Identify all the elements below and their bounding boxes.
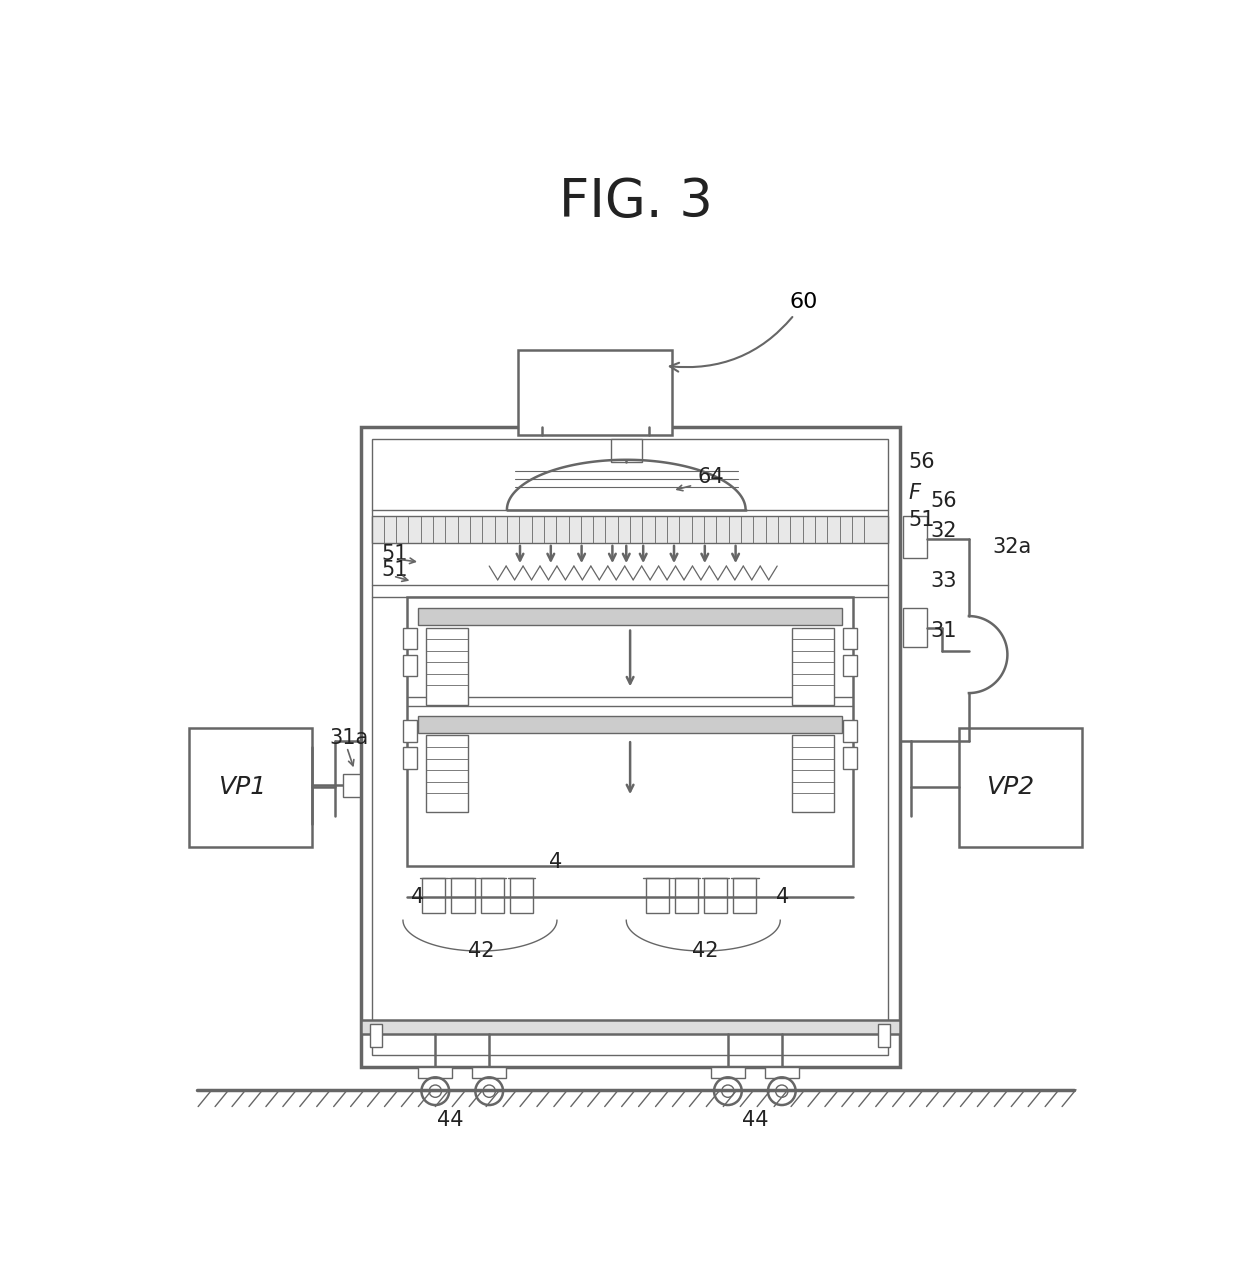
Bar bbox=[372, 516, 888, 543]
Bar bbox=[733, 878, 756, 913]
Bar bbox=[418, 609, 842, 625]
Text: VP1: VP1 bbox=[218, 776, 267, 799]
Text: 4: 4 bbox=[776, 887, 790, 907]
Text: 64: 64 bbox=[697, 467, 724, 488]
Bar bbox=[611, 439, 641, 462]
Text: 44: 44 bbox=[742, 1111, 768, 1130]
Bar bbox=[711, 1067, 745, 1079]
Bar bbox=[427, 736, 469, 813]
Bar bbox=[403, 655, 417, 677]
Bar bbox=[765, 1067, 799, 1079]
Bar bbox=[792, 628, 835, 705]
Bar bbox=[407, 597, 853, 867]
Text: 51: 51 bbox=[382, 560, 408, 580]
Text: 31: 31 bbox=[930, 621, 957, 642]
Bar bbox=[959, 728, 1083, 847]
Bar bbox=[427, 628, 469, 705]
Bar bbox=[188, 728, 312, 847]
Bar bbox=[904, 609, 926, 647]
Text: F: F bbox=[909, 483, 921, 503]
Text: 4: 4 bbox=[549, 853, 563, 873]
Bar bbox=[518, 351, 672, 435]
Bar bbox=[481, 878, 503, 913]
Text: 31a: 31a bbox=[329, 728, 368, 747]
Bar bbox=[361, 428, 899, 1067]
Bar bbox=[704, 878, 727, 913]
Bar bbox=[510, 878, 533, 913]
Text: 4: 4 bbox=[410, 887, 424, 907]
Bar bbox=[878, 1025, 890, 1048]
Bar bbox=[843, 720, 857, 742]
Bar bbox=[403, 720, 417, 742]
Text: 44: 44 bbox=[438, 1111, 464, 1130]
Text: 32a: 32a bbox=[992, 537, 1032, 557]
Text: 51: 51 bbox=[909, 510, 935, 530]
Bar bbox=[422, 878, 445, 913]
Bar bbox=[675, 878, 698, 913]
Bar bbox=[843, 655, 857, 677]
Bar bbox=[646, 878, 668, 913]
Bar bbox=[403, 747, 417, 769]
Text: FIG. 3: FIG. 3 bbox=[558, 176, 713, 227]
Bar bbox=[843, 747, 857, 769]
Text: VP2: VP2 bbox=[986, 776, 1034, 799]
Bar bbox=[343, 774, 360, 797]
Text: 51: 51 bbox=[382, 544, 408, 565]
Text: 60: 60 bbox=[670, 291, 818, 371]
Text: 56: 56 bbox=[930, 490, 957, 511]
Bar bbox=[904, 516, 926, 559]
Bar bbox=[843, 628, 857, 650]
Text: 32: 32 bbox=[930, 521, 957, 542]
Bar bbox=[418, 716, 842, 733]
Text: 33: 33 bbox=[930, 571, 957, 592]
Bar bbox=[792, 736, 835, 813]
Bar bbox=[372, 439, 888, 1055]
Bar bbox=[472, 1067, 506, 1079]
Text: 42: 42 bbox=[692, 941, 718, 960]
Bar bbox=[370, 1025, 382, 1048]
Bar bbox=[361, 1021, 899, 1034]
Bar bbox=[418, 1067, 453, 1079]
Text: 56: 56 bbox=[909, 452, 935, 473]
Bar bbox=[403, 628, 417, 650]
Text: 42: 42 bbox=[469, 941, 495, 960]
Bar bbox=[451, 878, 475, 913]
